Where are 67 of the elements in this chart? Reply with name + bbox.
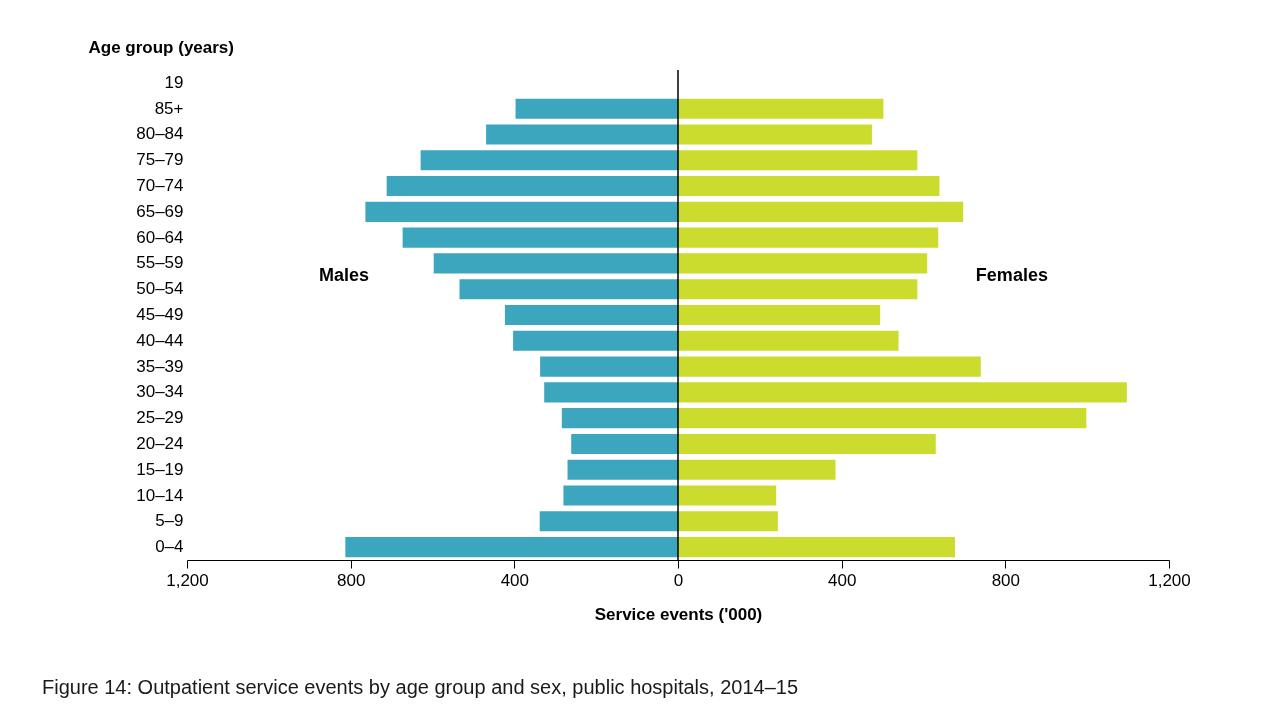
bar bbox=[420, 150, 678, 171]
bar bbox=[504, 304, 678, 326]
y-tick-label: 25–29 bbox=[136, 408, 184, 428]
y-tick-label: 45–49 bbox=[136, 305, 184, 324]
bar bbox=[678, 98, 884, 119]
bar bbox=[563, 485, 678, 506]
bar bbox=[486, 124, 678, 145]
y-tick-label: 10–14 bbox=[136, 485, 184, 505]
y-tick-label: 65–69 bbox=[136, 201, 184, 221]
text: Males bbox=[319, 265, 370, 286]
bar bbox=[678, 382, 1127, 403]
bar bbox=[678, 408, 1087, 429]
bar bbox=[678, 485, 777, 506]
y-tick-label: 35–39 bbox=[136, 356, 184, 376]
bar bbox=[459, 279, 678, 300]
bar bbox=[386, 175, 678, 197]
y-tick-label: 0–4 bbox=[155, 537, 184, 557]
y-tick-label: 19 bbox=[164, 72, 184, 92]
y-tick-label: 70–74 bbox=[136, 176, 184, 196]
y-tick-label: 50–54 bbox=[136, 279, 184, 299]
x-tick-label: 800 bbox=[336, 570, 366, 590]
bar bbox=[678, 356, 981, 377]
bar bbox=[515, 98, 678, 119]
bar bbox=[678, 201, 964, 222]
bar bbox=[678, 124, 872, 145]
x-tick-label: 800 bbox=[991, 570, 1021, 590]
bar bbox=[567, 459, 678, 480]
bar bbox=[513, 330, 678, 351]
bar bbox=[365, 201, 678, 222]
y-tick-label: 15–19 bbox=[136, 459, 184, 479]
bar bbox=[544, 382, 678, 403]
text: Females bbox=[975, 265, 1048, 286]
y-tick-label: 60–64 bbox=[136, 227, 184, 247]
bar bbox=[678, 304, 881, 326]
y-tick-label: 55–59 bbox=[136, 253, 184, 273]
bar bbox=[678, 537, 956, 558]
y-tick-label: 20–24 bbox=[136, 433, 184, 453]
bar bbox=[678, 459, 836, 480]
x-tick-label: 0 bbox=[673, 570, 684, 590]
bar bbox=[678, 511, 778, 532]
bar bbox=[571, 433, 678, 455]
bar bbox=[433, 253, 678, 274]
x-tick-label: 400 bbox=[500, 570, 530, 590]
bar bbox=[539, 511, 678, 532]
y-tick-label: 40–44 bbox=[136, 330, 184, 350]
bar bbox=[678, 253, 928, 274]
caption: Figure 14: Outpatient service events by age group and sex, public hospitals, 2014–15 bbox=[42, 676, 799, 698]
x-tick-label: 1,200 bbox=[166, 570, 209, 590]
bar bbox=[678, 279, 918, 300]
bar bbox=[540, 356, 678, 377]
y-tick-label: 30–34 bbox=[136, 382, 184, 402]
bar bbox=[678, 330, 899, 351]
x-tick-label: 400 bbox=[827, 570, 857, 590]
bar bbox=[345, 537, 678, 558]
bar bbox=[561, 408, 678, 429]
bar bbox=[678, 433, 936, 455]
bar bbox=[678, 175, 940, 197]
bar bbox=[678, 227, 939, 248]
y-tick-label: 5–9 bbox=[155, 511, 184, 531]
y-tick-label: 80–84 bbox=[136, 124, 184, 144]
bar bbox=[402, 227, 678, 248]
y-axis-title: Age group (years) bbox=[88, 37, 234, 57]
bar bbox=[678, 150, 918, 171]
x-tick-label: 1,200 bbox=[1148, 570, 1191, 590]
y-tick-label: 75–79 bbox=[136, 150, 184, 170]
y-tick-label: 85+ bbox=[154, 98, 184, 118]
x-axis-title: Service events ('000) bbox=[594, 604, 763, 624]
